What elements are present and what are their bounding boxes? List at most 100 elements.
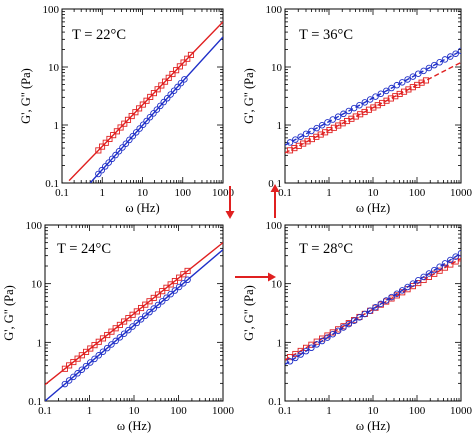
g-prime-point: [334, 113, 342, 120]
g-prime-point: [377, 300, 385, 308]
g-prime-point: [398, 287, 406, 294]
g-prime-point: [170, 87, 178, 94]
y-axis-title: G', G" (Pa): [19, 68, 33, 124]
y-tick-label: 10: [31, 279, 43, 291]
x-tick-label: 10: [368, 405, 380, 417]
g-prime-point: [105, 159, 112, 166]
x-tick-label: 0.1: [278, 405, 292, 417]
g-prime-point: [404, 283, 411, 291]
g-double-prime-point: [70, 358, 77, 366]
y-axis-title: G', G" (Pa): [2, 285, 16, 341]
g-double-prime-point: [163, 284, 170, 291]
g-prime-point: [136, 125, 143, 132]
x-tick-label: 1000: [450, 405, 473, 417]
g-prime-point: [115, 148, 123, 155]
g-double-prime-point: [124, 116, 132, 123]
g-prime-point: [302, 347, 310, 355]
g-double-prime-point: [106, 135, 113, 143]
g-double-prime-point: [159, 288, 166, 295]
g-prime-point: [126, 136, 133, 144]
g-prime-point: [377, 90, 385, 98]
g-prime-point: [404, 76, 411, 83]
g-prime-point: [101, 163, 109, 170]
x-tick-label: 1: [326, 187, 332, 199]
g-prime-point: [431, 266, 438, 274]
g-prime-point: [146, 308, 153, 316]
g-prime-point: [184, 276, 191, 284]
g-prime-point: [431, 61, 438, 69]
g-prime-point: [324, 334, 331, 341]
g-double-prime-point: [147, 93, 154, 100]
g-double-prime-point: [132, 109, 139, 116]
g-prime-point: [350, 104, 358, 112]
axis-ticks: [284, 8, 462, 184]
panel-bottom-left: 0.1 1 10 100 1000 0.1 1 10 100 ω (Hz) G', G" (Pa) T…: [2, 220, 235, 433]
g-prime-point: [70, 373, 77, 381]
y-tick-label: 100: [26, 220, 43, 232]
g-double-prime-point: [87, 345, 94, 352]
g-prime-point: [125, 326, 132, 334]
g-double-prime-point: [121, 318, 128, 325]
y-tick-label: 0.1: [28, 396, 42, 408]
g-double-prime-point: [78, 352, 85, 359]
g-prime-point: [150, 305, 157, 312]
g-prime-point: [181, 76, 188, 83]
g-double-prime-point: [112, 325, 119, 332]
plot-area: [285, 47, 461, 154]
g-prime-point: [356, 101, 363, 109]
g-double-prime-point: [150, 294, 157, 301]
g-prime-point: [382, 87, 390, 95]
arrow-up-icon: [270, 184, 280, 218]
g-double-prime-point: [173, 67, 180, 74]
y-tick-label: 0.1: [268, 396, 282, 408]
g-prime-point: [393, 81, 401, 89]
y-tick-label: 0.1: [45, 178, 59, 190]
g-double-prime-point: [99, 335, 107, 342]
g-prime-point: [154, 301, 162, 309]
g-prime-point: [441, 56, 449, 63]
g-prime-point: [95, 170, 102, 178]
g-double-prime-point: [184, 267, 191, 274]
g-prime-point: [308, 344, 315, 352]
g-double-prime-point: [83, 348, 90, 355]
g-double-prime-point: [66, 362, 73, 369]
x-tick-label: 0.1: [38, 405, 52, 417]
g-prime-point: [129, 132, 137, 140]
axis-ticks: [61, 8, 224, 184]
x-tick-label: 10: [129, 405, 141, 417]
panels-layer: 0.1 1 10 100 1000 0.1 1 10 100 ω (Hz) G', G" (Pa) T…: [2, 4, 473, 433]
g-prime-point: [174, 83, 181, 91]
g-prime-point: [361, 99, 369, 106]
g-prime-point: [447, 256, 454, 264]
g-prime-point: [313, 341, 320, 348]
y-axis-title: G', G" (Pa): [242, 285, 256, 341]
g-double-prime-fit-line: [285, 61, 461, 154]
temperature-label: T = 28°C: [299, 241, 353, 257]
axis-ticks: [44, 224, 224, 402]
temperature-label: T = 24°C: [57, 241, 111, 257]
g-double-prime-point: [169, 70, 176, 78]
g-prime-fit-line: [45, 249, 223, 401]
g-prime-point: [103, 344, 111, 352]
g-double-prime-point: [136, 105, 143, 112]
arrows-layer: [225, 184, 280, 282]
x-tick-label: 10: [368, 187, 380, 199]
g-prime-point: [345, 107, 353, 115]
panel-bottom-right: 0.1 1 10 100 1000 0.1 1 10 100 ω (Hz) G', G" (Pa) T…: [242, 220, 473, 433]
g-prime-point: [167, 91, 174, 98]
g-double-prime-point: [154, 291, 162, 298]
g-prime-point: [324, 119, 331, 126]
y-tick-label: 10: [271, 279, 283, 291]
g-prime-point: [366, 96, 374, 103]
x-tick-label: 1000: [450, 187, 473, 199]
g-prime-point: [286, 139, 294, 146]
g-double-prime-point: [116, 321, 123, 328]
x-tick-label: 1000: [212, 187, 235, 199]
g-prime-point: [108, 155, 116, 163]
g-double-prime-point: [129, 311, 136, 318]
g-double-prime-point: [165, 74, 172, 81]
g-prime-point: [137, 316, 145, 323]
g-prime-point: [350, 317, 358, 325]
g-prime-point: [366, 307, 374, 314]
y-axis-title: G', G" (Pa): [242, 68, 256, 124]
